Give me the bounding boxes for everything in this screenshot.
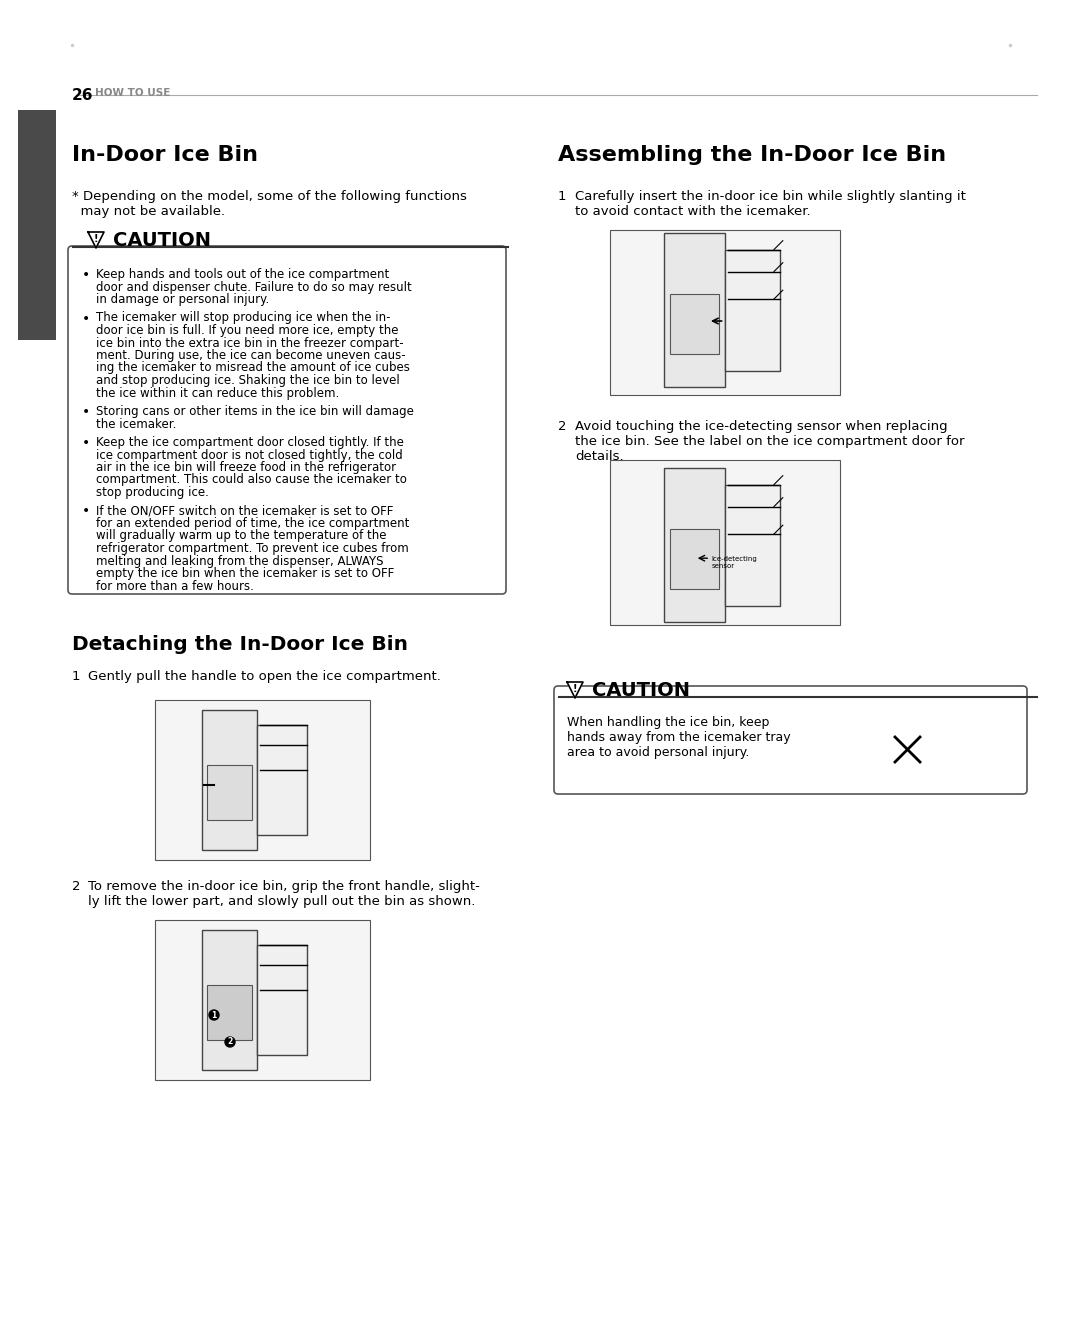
FancyBboxPatch shape <box>68 246 507 595</box>
Bar <box>257 945 307 1055</box>
Bar <box>670 529 719 589</box>
Text: Avoid touching the ice-detecting sensor when replacing
the ice bin. See the labe: Avoid touching the ice-detecting sensor … <box>575 420 964 463</box>
FancyBboxPatch shape <box>554 686 1027 794</box>
Bar <box>930 714 966 770</box>
Bar <box>610 461 840 625</box>
Text: •: • <box>82 312 91 325</box>
Text: door and dispenser chute. Failure to do so may result: door and dispenser chute. Failure to do … <box>96 280 411 293</box>
Bar <box>207 765 252 819</box>
Text: Ice-detecting
sensor: Ice-detecting sensor <box>712 556 757 569</box>
Text: ENGLISH: ENGLISH <box>30 426 43 483</box>
Text: 1: 1 <box>72 670 81 683</box>
Text: will gradually warm up to the temperature of the: will gradually warm up to the temperatur… <box>96 529 387 542</box>
Text: door ice bin is full. If you need more ice, empty the: door ice bin is full. If you need more i… <box>96 324 399 337</box>
Text: * Depending on the model, some of the following functions
  may not be available: * Depending on the model, some of the fo… <box>72 190 467 218</box>
Text: for more than a few hours.: for more than a few hours. <box>96 580 254 592</box>
Text: !: ! <box>94 234 98 244</box>
Bar <box>202 710 257 850</box>
FancyBboxPatch shape <box>18 110 56 340</box>
Text: the icemaker.: the icemaker. <box>96 418 176 431</box>
Text: ice compartment door is not closed tightly, the cold: ice compartment door is not closed tight… <box>96 449 403 462</box>
Text: air in the ice bin will freeze food in the refrigerator: air in the ice bin will freeze food in t… <box>96 461 396 474</box>
Bar <box>156 920 370 1081</box>
Text: Assembling the In-Door Ice Bin: Assembling the In-Door Ice Bin <box>558 145 946 165</box>
Text: 2: 2 <box>558 420 567 432</box>
Circle shape <box>210 1010 219 1020</box>
Text: 2: 2 <box>72 880 81 893</box>
Text: Keep the ice compartment door closed tightly. If the: Keep the ice compartment door closed tig… <box>96 437 404 449</box>
Bar <box>860 695 1010 790</box>
Text: compartment. This could also cause the icemaker to: compartment. This could also cause the i… <box>96 474 407 486</box>
Text: 1: 1 <box>212 1011 217 1019</box>
Text: Detaching the In-Door Ice Bin: Detaching the In-Door Ice Bin <box>72 635 408 653</box>
Text: !: ! <box>572 684 577 694</box>
Polygon shape <box>567 682 583 698</box>
Bar <box>893 722 924 757</box>
Text: •: • <box>82 404 91 419</box>
Bar <box>670 293 719 353</box>
Bar <box>156 700 370 860</box>
Text: the ice within it can reduce this problem.: the ice within it can reduce this proble… <box>96 387 339 399</box>
Text: ing the icemaker to misread the amount of ice cubes: ing the icemaker to misread the amount o… <box>96 362 410 375</box>
Text: 1: 1 <box>558 190 567 204</box>
Text: 2: 2 <box>228 1038 232 1047</box>
Text: The icemaker will stop producing ice when the in-: The icemaker will stop producing ice whe… <box>96 312 391 324</box>
Text: and stop producing ice. Shaking the ice bin to level: and stop producing ice. Shaking the ice … <box>96 374 400 387</box>
Text: Storing cans or other items in the ice bin will damage: Storing cans or other items in the ice b… <box>96 404 414 418</box>
Polygon shape <box>87 232 104 248</box>
Text: To remove the in-door ice bin, grip the front handle, slight-
ly lift the lower : To remove the in-door ice bin, grip the … <box>87 880 480 908</box>
Bar <box>202 931 257 1070</box>
Text: Gently pull the handle to open the ice compartment.: Gently pull the handle to open the ice c… <box>87 670 441 683</box>
Text: 26: 26 <box>72 88 94 103</box>
Bar <box>207 986 252 1040</box>
Bar <box>257 724 307 836</box>
Text: When handling the ice bin, keep
hands away from the icemaker tray
area to avoid : When handling the ice bin, keep hands aw… <box>567 716 791 759</box>
Text: •: • <box>82 505 91 518</box>
Text: refrigerator compartment. To prevent ice cubes from: refrigerator compartment. To prevent ice… <box>96 542 408 554</box>
Text: melting and leaking from the dispenser, ALWAYS: melting and leaking from the dispenser, … <box>96 554 383 568</box>
Bar <box>664 469 725 623</box>
Text: HOW TO USE: HOW TO USE <box>95 88 171 98</box>
Text: ice bin into the extra ice bin in the freezer compart-: ice bin into the extra ice bin in the fr… <box>96 336 404 349</box>
Text: Keep hands and tools out of the ice compartment: Keep hands and tools out of the ice comp… <box>96 268 389 281</box>
Text: In-Door Ice Bin: In-Door Ice Bin <box>72 145 258 165</box>
Text: Carefully insert the in-door ice bin while slightly slanting it
to avoid contact: Carefully insert the in-door ice bin whi… <box>575 190 966 218</box>
Bar <box>610 230 840 395</box>
Bar <box>890 707 930 777</box>
Circle shape <box>225 1036 235 1047</box>
Text: CAUTION: CAUTION <box>592 680 690 699</box>
Text: CAUTION: CAUTION <box>113 230 211 249</box>
Text: for an extended period of time, the ice compartment: for an extended period of time, the ice … <box>96 517 409 530</box>
Text: •: • <box>82 437 91 450</box>
Text: •: • <box>82 268 91 283</box>
Text: empty the ice bin when the icemaker is set to OFF: empty the ice bin when the icemaker is s… <box>96 566 394 580</box>
Text: If the ON/OFF switch on the icemaker is set to OFF: If the ON/OFF switch on the icemaker is … <box>96 505 393 517</box>
Bar <box>725 485 780 605</box>
Bar <box>664 233 725 387</box>
Text: stop producing ice.: stop producing ice. <box>96 486 208 499</box>
Text: ment. During use, the ice can become uneven caus-: ment. During use, the ice can become une… <box>96 349 406 362</box>
Text: in damage or personal injury.: in damage or personal injury. <box>96 293 269 307</box>
Bar <box>725 249 780 371</box>
